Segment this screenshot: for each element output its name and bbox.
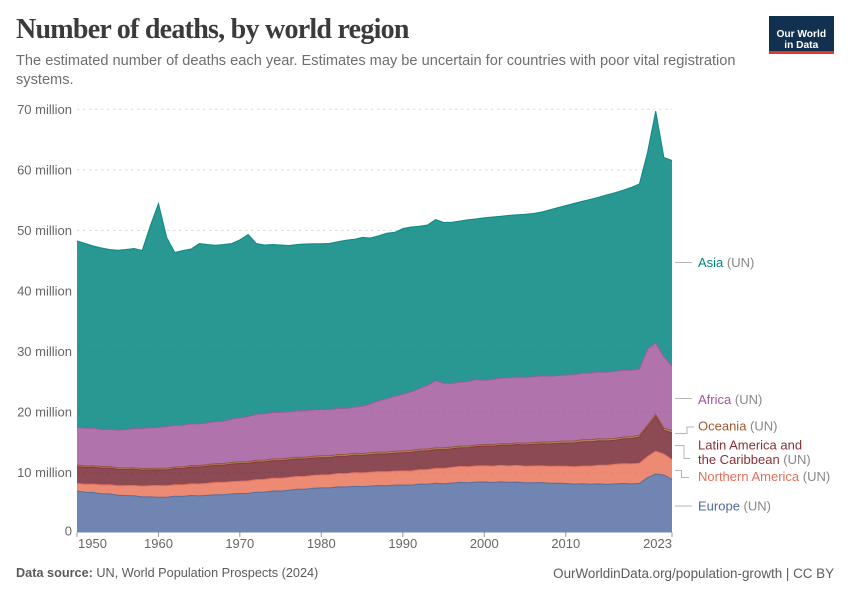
svg-text:40 million: 40 million — [17, 284, 72, 299]
svg-text:50 million: 50 million — [17, 223, 72, 238]
svg-text:20 million: 20 million — [17, 405, 72, 420]
svg-text:Europe (UN): Europe (UN) — [698, 499, 771, 514]
svg-text:60 million: 60 million — [17, 162, 72, 177]
svg-text:1960: 1960 — [144, 536, 173, 551]
svg-text:2000: 2000 — [470, 536, 499, 551]
svg-text:10 million: 10 million — [17, 465, 72, 480]
svg-text:0: 0 — [65, 524, 72, 539]
svg-text:1950: 1950 — [78, 536, 107, 551]
svg-text:30 million: 30 million — [17, 344, 72, 359]
svg-text:2010: 2010 — [551, 536, 580, 551]
svg-text:Northern America (UN): Northern America (UN) — [698, 469, 830, 484]
svg-text:70 million: 70 million — [17, 102, 72, 117]
svg-text:Asia (UN): Asia (UN) — [698, 255, 754, 270]
svg-text:Oceania (UN): Oceania (UN) — [698, 419, 777, 434]
svg-text:Africa (UN): Africa (UN) — [698, 392, 762, 407]
svg-text:Latin America and: Latin America and — [698, 438, 802, 453]
svg-text:1980: 1980 — [307, 536, 336, 551]
svg-text:1990: 1990 — [388, 536, 417, 551]
svg-text:1970: 1970 — [225, 536, 254, 551]
svg-text:the Caribbean (UN): the Caribbean (UN) — [698, 452, 811, 467]
svg-text:2023: 2023 — [643, 536, 672, 551]
